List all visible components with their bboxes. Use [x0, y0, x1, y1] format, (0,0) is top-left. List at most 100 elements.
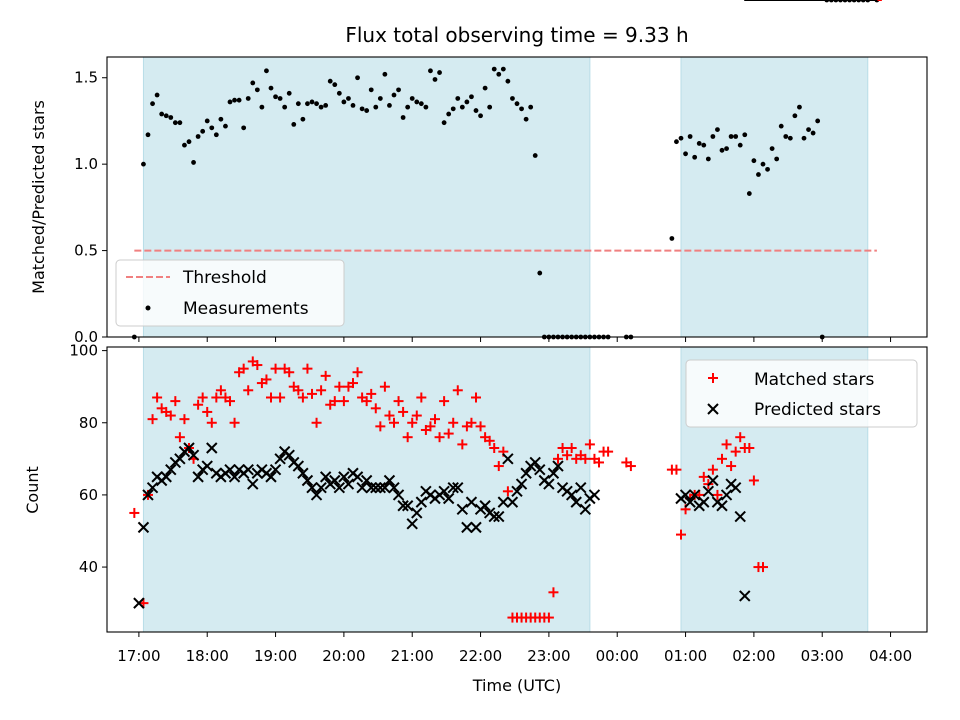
measurement-point: [519, 106, 524, 112]
legend-matched-label: Matched stars: [754, 370, 874, 390]
predicted-star-point: [684, 496, 696, 508]
x-tick-label: 03:00: [801, 647, 844, 665]
matched-star-point: [152, 392, 163, 403]
matched-star-point: [671, 464, 682, 475]
x-tick-label: 23:00: [527, 647, 570, 665]
predicted-star-point: [543, 478, 555, 490]
measurement-point: [159, 111, 165, 117]
predicted-star-point: [187, 449, 200, 461]
x-tick-label: 18:00: [186, 647, 229, 665]
predicted-star-point: [506, 496, 519, 508]
measurement-point: [277, 96, 283, 101]
measurement-point: [305, 101, 310, 107]
top-x-ticks: [138, 337, 892, 342]
bottom-panel: 17:00 18:00 19:00 20:00 21:00 22:00 23:00 00:00…: [23, 0, 928, 695]
predicted-star-point: [565, 489, 578, 501]
measurement-point: [268, 85, 274, 91]
matched-star-point: [730, 446, 741, 457]
predicted-star-point: [228, 471, 241, 483]
predicted-star-point: [206, 442, 218, 454]
predicted-star-point: [734, 510, 746, 523]
measurement-point: [186, 139, 192, 145]
predicted-star-point: [552, 460, 564, 472]
measurement-point: [774, 156, 780, 162]
measurement-point: [182, 142, 187, 148]
measurement-point: [368, 87, 374, 93]
predicted-star-point: [739, 590, 751, 602]
matched-star-point: [443, 428, 454, 439]
measurement-point: [259, 104, 265, 110]
measurement-point: [778, 123, 784, 129]
measurement-point: [783, 134, 789, 139]
top-y-axis-label: Matched/Predicted stars: [29, 100, 48, 294]
matched-star-point: [334, 381, 345, 392]
predicted-star-point: [588, 489, 601, 501]
measurement-point: [300, 116, 306, 122]
predicted-star-point: [388, 481, 400, 494]
matched-star-point: [553, 453, 563, 464]
matched-star-point: [129, 507, 140, 518]
matched-star-point: [744, 443, 755, 454]
matched-star-point: [270, 363, 281, 374]
matched-star-point: [307, 388, 317, 399]
predicted-star-point: [720, 489, 733, 501]
bottom-axes-frame: [106, 346, 928, 633]
matched-star-point: [735, 432, 746, 443]
matched-star-point: [548, 587, 559, 598]
predicted-star-point: [688, 489, 701, 501]
predicted-star-point: [265, 471, 277, 483]
predicted-star-point: [406, 518, 418, 530]
matched-star-point: [603, 446, 614, 457]
measurement-point: [482, 85, 488, 91]
measurement-point: [168, 115, 174, 120]
measurement-point: [537, 270, 543, 276]
matched-star-point: [407, 417, 418, 428]
measurement-point: [715, 127, 720, 132]
measurement-point: [797, 104, 802, 110]
predicted-star-point: [160, 471, 172, 483]
x-tick-label: 01:00: [664, 647, 707, 665]
bottom-legend: Matched stars Predicted stars: [685, 359, 918, 428]
bottom-x-ticks: 17:00 18:00 19:00 20:00 21:00 22:00 23:00 00:00…: [117, 632, 912, 665]
predicted-star-point: [579, 503, 592, 516]
bottom-y-ticks: 40 60 80 100: [69, 342, 107, 576]
predicted-star-point: [401, 500, 414, 512]
measurement-point: [405, 104, 411, 110]
predicted-star-point: [461, 521, 473, 534]
chart-title: Flux total observing time = 9.33 h: [345, 23, 688, 47]
matched-star-point: [179, 414, 190, 425]
predicted-star-point: [470, 521, 482, 534]
measurement-point: [514, 101, 520, 107]
matched-star-point: [229, 417, 240, 428]
measurement-point: [792, 113, 798, 119]
legend-measurement-icon: [145, 305, 151, 311]
measurement-point: [336, 90, 342, 96]
top-panel: 0.0 0.5 1.0 1.5 Matched/Predicted stars Thr…: [29, 0, 928, 346]
predicted-star-point: [493, 510, 505, 523]
measurement-point: [154, 92, 160, 98]
predicted-star-point: [165, 463, 177, 476]
predicted-star-point: [502, 453, 514, 465]
predicted-star-point: [146, 481, 159, 494]
matched-star-point: [389, 417, 399, 428]
matched-star-point: [316, 385, 327, 396]
measurement-point: [359, 106, 365, 112]
measurement-point: [373, 104, 379, 110]
x-tick-label: 22:00: [459, 647, 502, 665]
matched-star-point: [452, 385, 463, 396]
matched-star-point: [379, 381, 390, 392]
matched-star-point: [297, 392, 308, 403]
measurement-point: [787, 135, 793, 141]
matched-star-point: [320, 370, 331, 381]
matched-star-point: [580, 453, 591, 464]
matched-star-point: [484, 435, 495, 446]
bottom-y-tick-label: 100: [69, 342, 98, 360]
matched-star-point: [352, 367, 363, 378]
x-axis-label: Time (UTC): [472, 676, 561, 695]
measurement-point: [172, 120, 178, 126]
measurement-point: [350, 102, 356, 108]
top-y-tick-label: 0.5: [74, 242, 98, 260]
measurement-point: [678, 135, 684, 141]
measurement-point: [409, 96, 415, 101]
matched-star-point: [425, 421, 436, 432]
